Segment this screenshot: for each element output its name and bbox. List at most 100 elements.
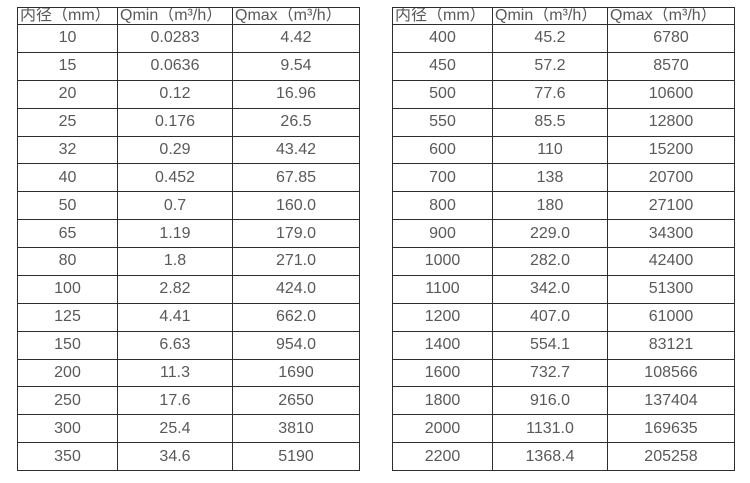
table-cell: 1000 — [392, 247, 493, 276]
table-cell: 6.63 — [117, 330, 233, 360]
table-cell: 11.3 — [117, 358, 233, 388]
table-cell: 67.85 — [232, 163, 360, 193]
table-cell: 10600 — [607, 79, 735, 109]
table-row: 15 0.0636 9.54 — [17, 51, 360, 81]
table-row: 200 11.3 1690 — [17, 358, 360, 388]
table-cell: 179.0 — [232, 219, 360, 248]
table-cell: 26.5 — [232, 107, 360, 137]
table-cell: 342.0 — [492, 274, 608, 304]
table-row: 1600 732.7 108566 — [392, 358, 735, 388]
table-cell: 43.42 — [232, 135, 360, 165]
table-cell: 100 — [17, 274, 118, 304]
table-row: 250 17.6 2650 — [17, 386, 360, 416]
table-row: 1800 916.0 137404 — [392, 386, 735, 416]
table-cell: 138 — [492, 163, 608, 193]
table-cell: 51300 — [607, 274, 735, 304]
table-cell: 85.5 — [492, 107, 608, 137]
table-cell: 20 — [17, 79, 118, 109]
table-cell: 407.0 — [492, 302, 608, 332]
table-cell: 10 — [17, 24, 118, 53]
table-cell: 1368.4 — [492, 442, 608, 471]
table-row: 25 0.176 26.5 — [17, 107, 360, 137]
table-cell: 83121 — [607, 330, 735, 360]
table-row: 150 6.63 954.0 — [17, 330, 360, 360]
table-cell: 205258 — [607, 442, 735, 471]
table-row: 1100 342.0 51300 — [392, 274, 735, 304]
table-cell: 15 — [17, 51, 118, 81]
flow-tables-container: 内径（mm） Qmin（m³/h） Qmax（m³/h） 10 0.0283 4.42 1… — [17, 7, 735, 471]
table-cell: 424.0 — [232, 274, 360, 304]
table-cell: 554.1 — [492, 330, 608, 360]
table-cell: 20700 — [607, 163, 735, 193]
table-cell: 17.6 — [117, 386, 233, 416]
table-cell: 954.0 — [232, 330, 360, 360]
table-row: 10 0.0283 4.42 — [17, 24, 360, 53]
table-cell: 80 — [17, 247, 118, 276]
table-row: 1400 554.1 83121 — [392, 330, 735, 360]
table-cell: 65 — [17, 219, 118, 248]
table-cell: 200 — [17, 358, 118, 388]
table-row: 80 1.8 271.0 — [17, 247, 360, 276]
table-row: 400 45.2 6780 — [392, 24, 735, 53]
table-cell: 34.6 — [117, 442, 233, 471]
table-cell: 4.41 — [117, 302, 233, 332]
table-row: 450 57.2 8570 — [392, 51, 735, 81]
table-cell: 0.0283 — [117, 24, 233, 53]
table-cell: 16.96 — [232, 79, 360, 109]
table-cell: 34300 — [607, 219, 735, 248]
table-row: 2200 1368.4 205258 — [392, 442, 735, 471]
table-cell: 27100 — [607, 191, 735, 221]
table-row: 300 25.4 3810 — [17, 414, 360, 444]
table-cell: 2200 — [392, 442, 493, 471]
table-cell: 300 — [17, 414, 118, 444]
header-row: 内径（mm） Qmin（m³/h） Qmax（m³/h） — [17, 7, 360, 25]
table-cell: 180 — [492, 191, 608, 221]
table-row: 1200 407.0 61000 — [392, 302, 735, 332]
table-cell: 57.2 — [492, 51, 608, 81]
table-row: 800 180 27100 — [392, 191, 735, 221]
table-cell: 282.0 — [492, 247, 608, 276]
column-header: Qmin（m³/h） — [117, 7, 233, 25]
table-cell: 9.54 — [232, 51, 360, 81]
table-cell: 350 — [17, 442, 118, 471]
table-cell: 25 — [17, 107, 118, 137]
table-cell: 1400 — [392, 330, 493, 360]
table-cell: 125 — [17, 302, 118, 332]
flow-table-small-diameters: 内径（mm） Qmin（m³/h） Qmax（m³/h） 10 0.0283 4.42 1… — [17, 7, 360, 471]
table-cell: 5190 — [232, 442, 360, 471]
table-cell: 40 — [17, 163, 118, 193]
table-cell: 8570 — [607, 51, 735, 81]
table-cell: 108566 — [607, 358, 735, 388]
table-cell: 42400 — [607, 247, 735, 276]
table-row: 2000 1131.0 169635 — [392, 414, 735, 444]
table-row: 550 85.5 12800 — [392, 107, 735, 137]
table-cell: 1131.0 — [492, 414, 608, 444]
column-header: Qmin（m³/h） — [492, 7, 608, 25]
table-row: 700 138 20700 — [392, 163, 735, 193]
table-cell: 732.7 — [492, 358, 608, 388]
table-cell: 600 — [392, 135, 493, 165]
table-cell: 1800 — [392, 386, 493, 416]
table-cell: 0.176 — [117, 107, 233, 137]
table-cell: 77.6 — [492, 79, 608, 109]
table-cell: 50 — [17, 191, 118, 221]
column-header: Qmax（m³/h） — [607, 7, 735, 25]
table-cell: 6780 — [607, 24, 735, 53]
table-cell: 900 — [392, 219, 493, 248]
table-cell: 32 — [17, 135, 118, 165]
table-cell: 15200 — [607, 135, 735, 165]
table-cell: 229.0 — [492, 219, 608, 248]
table-row: 125 4.41 662.0 — [17, 302, 360, 332]
table-cell: 0.0636 — [117, 51, 233, 81]
table-cell: 400 — [392, 24, 493, 53]
table-cell: 2000 — [392, 414, 493, 444]
table-cell: 662.0 — [232, 302, 360, 332]
table-row: 900 229.0 34300 — [392, 219, 735, 248]
table-cell: 110 — [492, 135, 608, 165]
table-cell: 0.452 — [117, 163, 233, 193]
table-cell: 3810 — [232, 414, 360, 444]
table-cell: 0.7 — [117, 191, 233, 221]
table-row: 65 1.19 179.0 — [17, 219, 360, 248]
table-cell: 550 — [392, 107, 493, 137]
table-cell: 916.0 — [492, 386, 608, 416]
